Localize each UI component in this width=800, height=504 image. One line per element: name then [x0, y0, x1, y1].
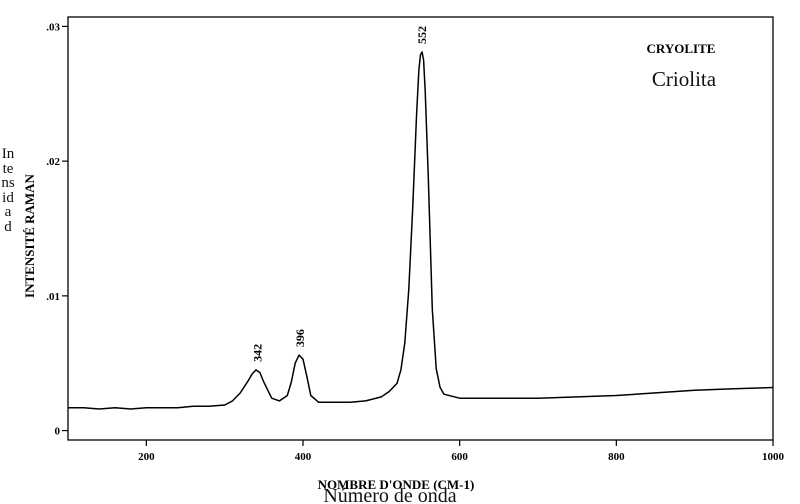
peak-label: 552 [415, 26, 429, 44]
spectrum-line [68, 51, 774, 410]
x-axis-ticks: 200 400 600 800 1000 [138, 440, 785, 463]
x-tick-label: 1000 [762, 451, 785, 463]
peak-label: 396 [293, 329, 307, 347]
x-tick-label: 400 [295, 451, 312, 463]
y-tick-label: 0 [55, 426, 61, 438]
x-axis-label-es: Número de onda [323, 485, 456, 504]
y-axis-ticks: 0 .01 .02 .03 [46, 21, 68, 438]
y-tick-label: .02 [46, 156, 60, 168]
chart-subtitle: Criolita [652, 67, 717, 91]
x-tick-label: 200 [138, 451, 155, 463]
plot-frame [67, 16, 774, 441]
x-tick-label: 600 [451, 451, 468, 463]
chart-title: CRYOLITE [647, 41, 716, 56]
y-tick-label: .03 [46, 21, 60, 33]
x-tick-label: 800 [608, 451, 625, 463]
y-axis-label-es: Intensidad [1, 146, 15, 235]
x-axis-label: NOMBRE D'ONDE (CM-1) [318, 477, 475, 492]
peak-annotations: 342 396 552 [251, 26, 430, 362]
peak-label: 342 [251, 344, 265, 362]
y-axis-label: INTENSITÉ RAMAN [22, 173, 37, 297]
y-tick-label: .01 [46, 291, 60, 303]
